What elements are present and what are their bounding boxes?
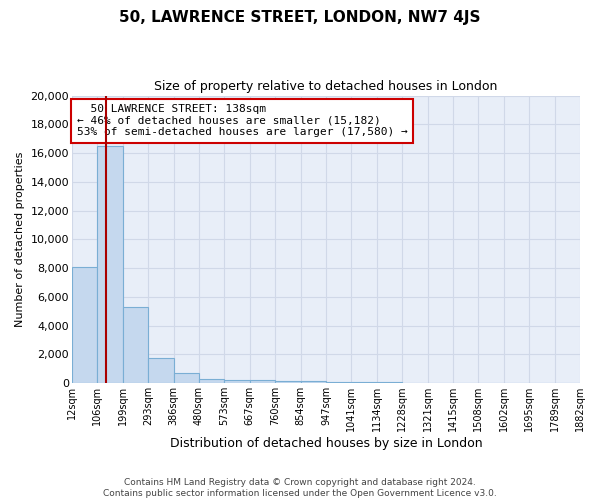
Bar xyxy=(72,266,97,383)
Bar xyxy=(97,146,123,383)
Bar xyxy=(402,382,428,383)
Title: Size of property relative to detached houses in London: Size of property relative to detached ho… xyxy=(154,80,497,93)
Bar xyxy=(224,380,250,383)
Bar xyxy=(275,380,301,383)
X-axis label: Distribution of detached houses by size in London: Distribution of detached houses by size … xyxy=(170,437,482,450)
Bar xyxy=(123,307,148,383)
Text: Contains HM Land Registry data © Crown copyright and database right 2024.
Contai: Contains HM Land Registry data © Crown c… xyxy=(103,478,497,498)
Y-axis label: Number of detached properties: Number of detached properties xyxy=(15,152,25,327)
Text: 50, LAWRENCE STREET, LONDON, NW7 4JS: 50, LAWRENCE STREET, LONDON, NW7 4JS xyxy=(119,10,481,25)
Bar xyxy=(199,378,224,383)
Bar xyxy=(148,358,173,383)
Text: 50 LAWRENCE STREET: 138sqm
← 46% of detached houses are smaller (15,182)
53% of : 50 LAWRENCE STREET: 138sqm ← 46% of deta… xyxy=(77,104,408,138)
Bar xyxy=(301,382,326,383)
Bar xyxy=(326,382,352,383)
Bar xyxy=(173,373,199,383)
Bar xyxy=(250,380,275,383)
Bar xyxy=(352,382,377,383)
Bar xyxy=(377,382,402,383)
